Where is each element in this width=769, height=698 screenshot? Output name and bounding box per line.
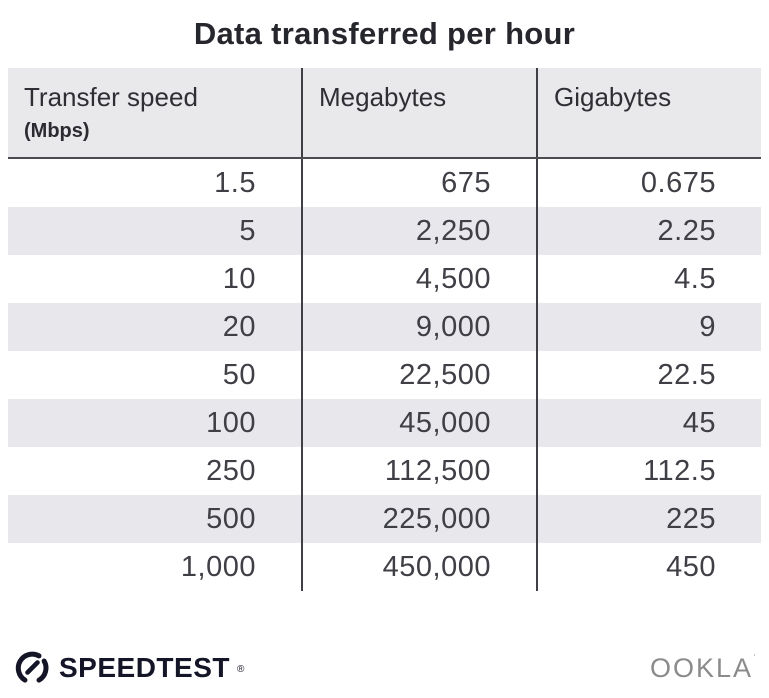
header-megabytes: Megabytes [301, 68, 537, 159]
cell-megabytes: 675 [301, 158, 537, 207]
header-gigabytes-label: Gigabytes [554, 82, 672, 112]
cell-megabytes: 450,000 [301, 543, 537, 591]
header-gigabytes: Gigabytes [536, 68, 761, 159]
cell-speed: 10 [222, 262, 256, 295]
cell-gigabytes: 0.675 [536, 158, 761, 207]
cell-megabytes: 22,500 [301, 351, 537, 399]
header-row: Transfer speed (Mbps) Megabytes Gigabyte… [8, 68, 761, 159]
cell-megabytes: 225,000 [301, 495, 537, 543]
table-row: 50 22,500 22.5 [8, 351, 761, 399]
cell-gigabytes: 112.5 [536, 447, 761, 495]
table-row: 10 4,500 4.5 [8, 255, 761, 303]
cell-megabytes: 112,500 [301, 447, 537, 495]
header-megabytes-label: Megabytes [319, 82, 447, 112]
cell-gigabytes: 9 [536, 303, 761, 351]
table-row: 1.5 675 0.675 [8, 158, 761, 207]
cell-speed: 500 [8, 495, 302, 543]
cell-gigabytes: 450 [536, 543, 761, 591]
speedtest-wordmark: SPEEDTEST [59, 652, 230, 683]
cell-gigabytes: 45 [536, 399, 761, 447]
header-transfer-speed: Transfer speed (Mbps) [8, 68, 302, 159]
table-row: 1,000 450,000 450 [8, 543, 761, 591]
cell-speed: 1,000 [180, 550, 256, 583]
cell-megabytes: 4,500 [301, 255, 537, 303]
cell-speed: 100 [8, 399, 302, 447]
page-title: Data transferred per hour [193, 16, 576, 51]
cell-speed: 250 [206, 454, 256, 487]
ookla-logo: OOKLA˙ [650, 653, 757, 684]
speedtest-gauge-icon [12, 648, 52, 688]
data-table: Transfer speed (Mbps) Megabytes Gigabyte… [8, 68, 761, 591]
cell-gigabytes: 2.25 [536, 207, 761, 255]
cell-speed: 50 [222, 358, 256, 391]
registered-trademark-symbol: ® [236, 664, 245, 675]
header-mbps-label: (Mbps) [24, 120, 90, 142]
header-transfer-speed-label: Transfer speed [24, 82, 198, 112]
cell-gigabytes: 22.5 [536, 351, 761, 399]
cell-megabytes: 9,000 [301, 303, 537, 351]
cell-gigabytes: 225 [536, 495, 761, 543]
table-row: 100 45,000 45 [8, 399, 761, 447]
cell-speed: 20 [8, 303, 302, 351]
cell-megabytes: 2,250 [301, 207, 537, 255]
ookla-wordmark: OOKLA [649, 652, 753, 683]
speedtest-logo: SPEEDTEST ® [12, 648, 244, 688]
footer: SPEEDTEST ® OOKLA˙ [0, 646, 769, 690]
cell-megabytes: 45,000 [301, 399, 537, 447]
cell-speed: 5 [8, 207, 302, 255]
table-row: 5 2,250 2.25 [8, 207, 761, 255]
table-row: 250 112,500 112.5 [8, 447, 761, 495]
cell-gigabytes: 4.5 [536, 255, 761, 303]
ookla-trademark-symbol: ˙ [753, 651, 757, 666]
table-row: 20 9,000 9 [8, 303, 761, 351]
table-row: 500 225,000 225 [8, 495, 761, 543]
cell-speed: 1.5 [214, 166, 256, 199]
